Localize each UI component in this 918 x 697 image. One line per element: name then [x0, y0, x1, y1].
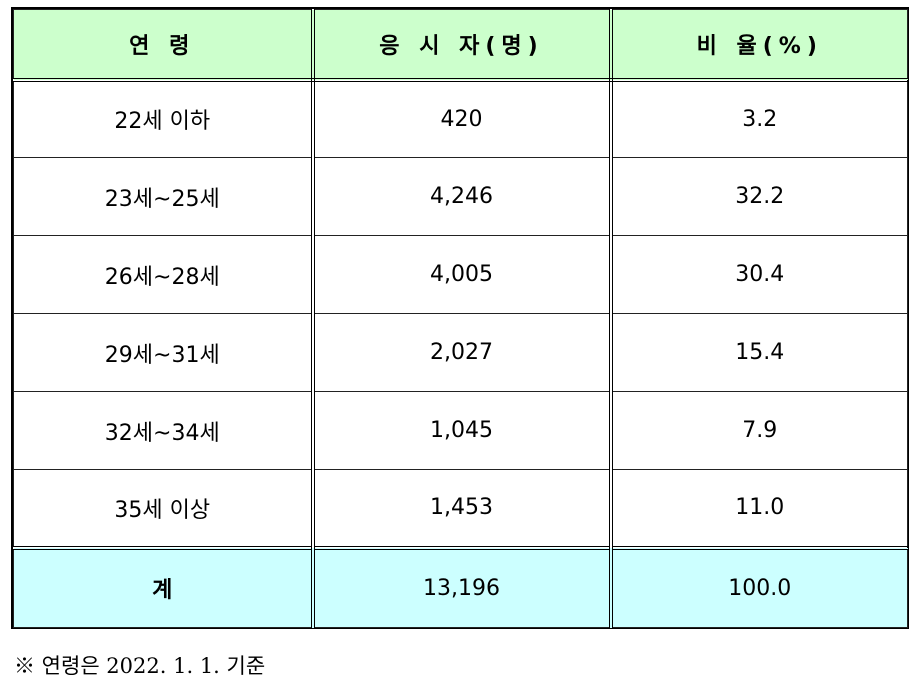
table-row: 23세~25세 4,246 32.2 [13, 157, 908, 236]
cell-ratio: 11.0 [610, 469, 908, 548]
header-ratio: 비 율(%) [610, 9, 908, 82]
cell-ratio: 30.4 [610, 235, 908, 314]
header-applicants: 응 시 자(명) [312, 9, 613, 82]
footnote: ※ 연령은 2022. 1. 1. 기준 [14, 654, 266, 678]
table-row: 32세~34세 1,045 7.9 [13, 391, 908, 470]
cell-ratio: 15.4 [610, 313, 908, 392]
cell-count: 4,005 [312, 235, 613, 314]
cell-age: 35세 이상 [13, 469, 315, 548]
total-ratio: 100.0 [610, 545, 908, 628]
table-total-row: 계 13,196 100.0 [13, 545, 908, 628]
cell-ratio: 3.2 [610, 79, 908, 158]
cell-age: 29세~31세 [13, 313, 315, 392]
cell-age: 32세~34세 [13, 391, 315, 470]
cell-count: 420 [312, 79, 613, 158]
cell-age: 22세 이하 [13, 79, 315, 158]
table-row: 26세~28세 4,005 30.4 [13, 235, 908, 314]
cell-count: 1,453 [312, 469, 613, 548]
header-age: 연 령 [13, 9, 315, 82]
cell-age: 26세~28세 [13, 235, 315, 314]
cell-count: 4,246 [312, 157, 613, 236]
total-count: 13,196 [312, 545, 613, 628]
table-outer-frame [11, 7, 909, 629]
cell-ratio: 7.9 [610, 391, 908, 470]
age-distribution-table: 연 령 응 시 자(명) 비 율(%) 22세 이하 420 3.2 23세~2… [13, 9, 908, 628]
cell-count: 1,045 [312, 391, 613, 470]
total-label: 계 [13, 545, 315, 628]
cell-age: 23세~25세 [13, 157, 315, 236]
table-row: 22세 이하 420 3.2 [13, 79, 908, 158]
cell-ratio: 32.2 [610, 157, 908, 236]
table-row: 35세 이상 1,453 11.0 [13, 469, 908, 548]
table-row: 29세~31세 2,027 15.4 [13, 313, 908, 392]
table-header-row: 연 령 응 시 자(명) 비 율(%) [13, 9, 908, 82]
cell-count: 2,027 [312, 313, 613, 392]
